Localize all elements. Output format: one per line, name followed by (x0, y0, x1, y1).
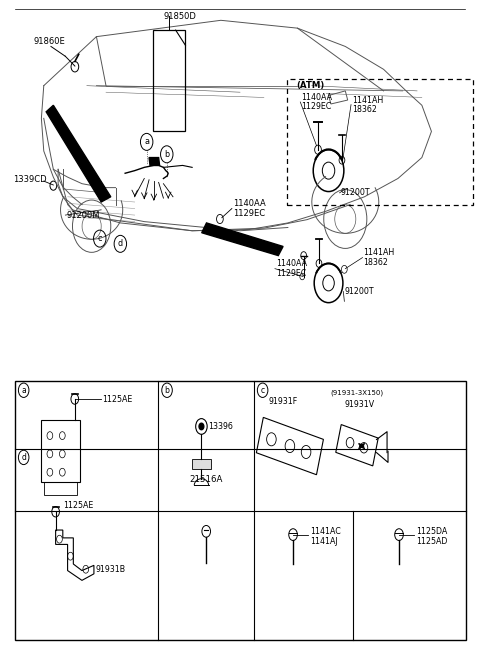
Text: a: a (144, 138, 149, 146)
Polygon shape (202, 223, 283, 255)
Text: d: d (21, 453, 26, 462)
Bar (287, 79, 473, 204)
Text: 91931B: 91931B (96, 565, 125, 574)
Text: 1141AJ: 1141AJ (310, 537, 337, 546)
Text: 18362: 18362 (352, 105, 377, 114)
Text: 13396: 13396 (209, 422, 233, 431)
Bar (41, 420, 80, 482)
Text: 1129EC: 1129EC (301, 102, 332, 111)
Text: (ATM): (ATM) (297, 81, 325, 90)
Text: 91200T: 91200T (340, 189, 370, 197)
Bar (15, 381, 466, 640)
Text: 1140AA: 1140AA (301, 93, 332, 102)
Bar (44, 482, 77, 495)
Text: 1141AH: 1141AH (363, 248, 395, 257)
Text: 91931V: 91931V (345, 400, 375, 409)
Text: 1140AA: 1140AA (276, 259, 307, 268)
Text: 91200M: 91200M (67, 210, 100, 219)
Text: 1129EC: 1129EC (233, 209, 265, 218)
Text: b: b (165, 386, 169, 395)
Text: d: d (118, 239, 123, 248)
Text: c: c (97, 234, 102, 243)
Text: c: c (261, 386, 264, 395)
Text: 1141AH: 1141AH (352, 96, 383, 105)
Text: 1125AE: 1125AE (103, 394, 133, 403)
Text: 91850D: 91850D (164, 12, 197, 21)
Polygon shape (149, 158, 159, 166)
Circle shape (199, 423, 204, 430)
Text: 1140AA: 1140AA (233, 199, 265, 208)
Text: 91860E: 91860E (33, 37, 65, 47)
Bar (153, 30, 185, 132)
Text: 1141AC: 1141AC (310, 527, 341, 536)
Text: (91931-3X150): (91931-3X150) (331, 389, 384, 396)
Text: 1125AE: 1125AE (63, 500, 93, 510)
Text: b: b (164, 150, 169, 159)
Text: 1129EC: 1129EC (276, 269, 306, 278)
Text: 18362: 18362 (363, 257, 388, 267)
Text: 91931F: 91931F (268, 397, 298, 406)
Text: a: a (21, 386, 26, 395)
Text: 1125DA: 1125DA (416, 527, 447, 536)
Polygon shape (192, 459, 211, 469)
Text: 21516A: 21516A (190, 476, 223, 485)
Text: 91200T: 91200T (344, 287, 374, 296)
Polygon shape (46, 105, 111, 202)
Text: 1339CD: 1339CD (13, 176, 47, 184)
Text: 1125AD: 1125AD (416, 537, 447, 546)
